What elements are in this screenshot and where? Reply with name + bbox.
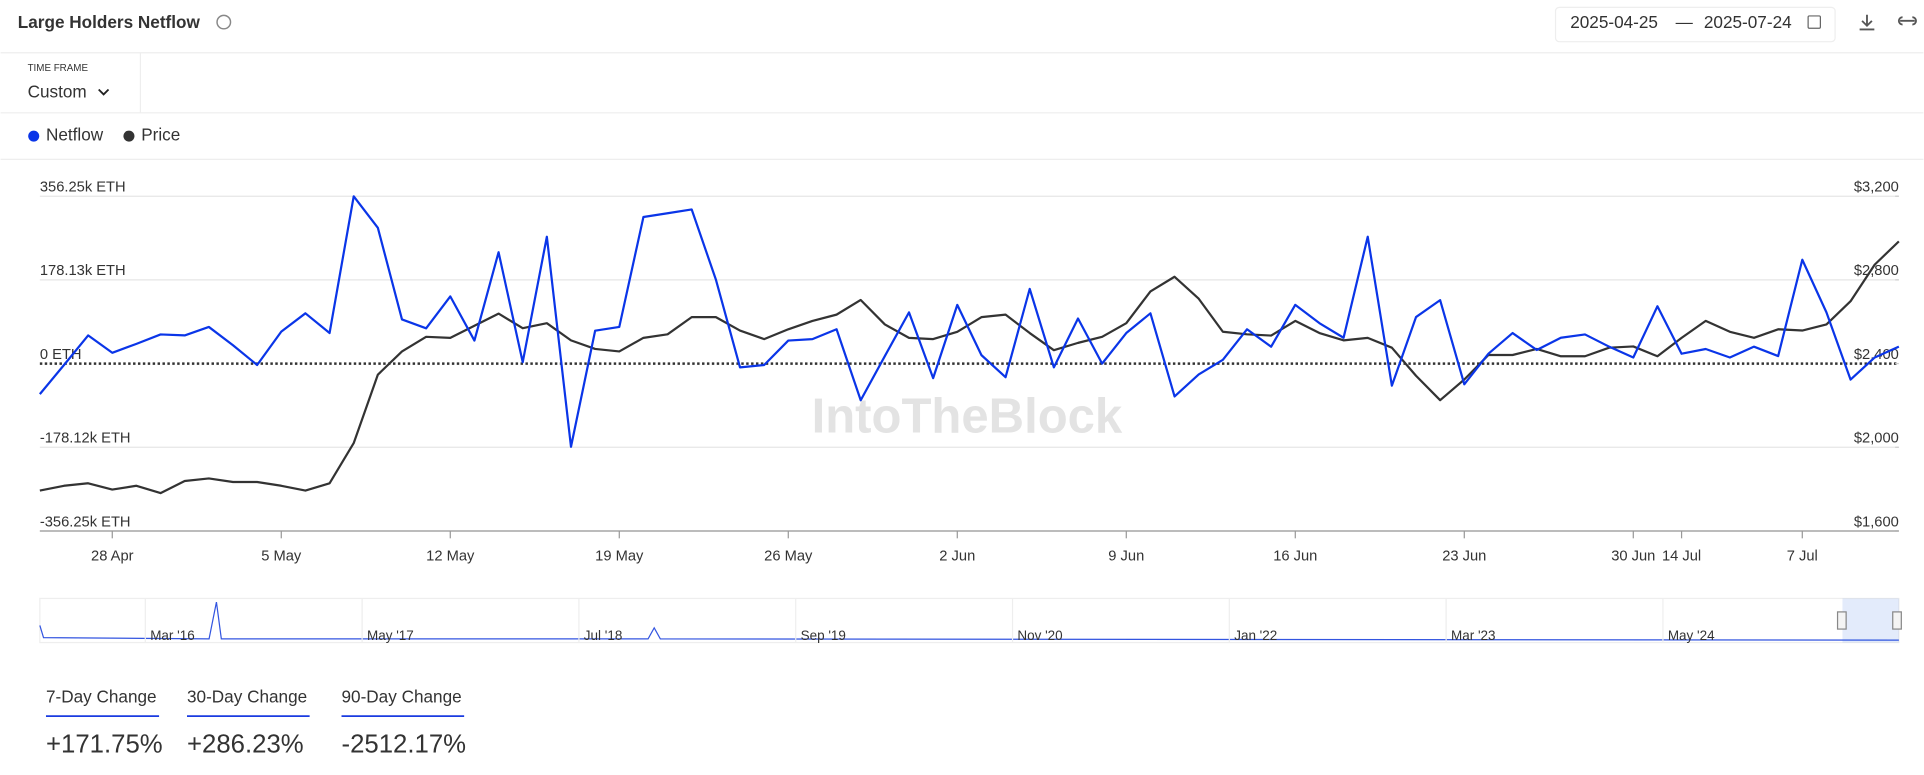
x-tick-label: 7 Jul <box>1787 549 1818 565</box>
navigator-label: Jan '22 <box>1234 628 1277 643</box>
x-tick-label: 14 Jul <box>1662 549 1701 565</box>
time-frame-value[interactable]: Custom <box>28 82 87 102</box>
y2-tick-label: $1,600 <box>1854 514 1899 530</box>
calendar-icon[interactable] <box>1807 15 1821 29</box>
title: Large Holders Netflow <box>18 12 201 32</box>
navigator-handle[interactable] <box>1892 611 1902 630</box>
change-label[interactable]: 30-Day Change <box>187 686 307 706</box>
x-tick-label: 28 Apr <box>91 549 134 565</box>
download-icon[interactable] <box>1859 14 1875 31</box>
y-tick-label: 178.13k ETH <box>40 263 126 279</box>
x-tick-label: 5 May <box>261 549 302 565</box>
navigator-label: May '24 <box>1668 628 1715 643</box>
series-line <box>38 195 1900 448</box>
navigator-line <box>39 601 1899 641</box>
date-range[interactable] <box>1554 6 1836 43</box>
navigator-handle[interactable] <box>1836 611 1847 630</box>
date-to: 2025-07-24 <box>1704 12 1792 32</box>
dropdown-icon[interactable] <box>98 88 110 96</box>
time-frame-label: TIME FRAME <box>28 63 89 74</box>
y2-tick-label: $3,200 <box>1854 180 1899 196</box>
x-tick-label: 30 Jun <box>1611 549 1655 565</box>
legend-marker[interactable] <box>123 130 135 142</box>
x-tick-label: 19 May <box>595 549 644 565</box>
y-tick-label: 356.25k ETH <box>40 180 126 196</box>
date-from: 2025-04-25 <box>1570 12 1658 32</box>
navigator-label: Sep '19 <box>801 628 846 643</box>
y2-tick-label: $2,800 <box>1854 263 1899 279</box>
change-label[interactable]: 7-Day Change <box>46 686 157 706</box>
navigator-label: Jul '18 <box>584 628 623 643</box>
x-tick-label: 26 May <box>764 549 813 565</box>
y-tick-label: -356.25k ETH <box>40 514 131 530</box>
series-line <box>39 240 1900 495</box>
x-tick-label: 12 May <box>426 549 475 565</box>
navigator-label: Mar '23 <box>1451 628 1496 643</box>
y2-tick-label: $2,000 <box>1854 431 1899 447</box>
navigator-selection[interactable] <box>1842 598 1899 643</box>
x-tick-label: 9 Jun <box>1108 549 1144 565</box>
change-value: +171.75% <box>46 730 163 758</box>
change-value: -2512.17% <box>342 730 467 758</box>
navigator-label: Mar '16 <box>150 628 195 643</box>
link-icon[interactable] <box>1897 16 1917 26</box>
change-label[interactable]: 90-Day Change <box>342 686 462 706</box>
legend-marker[interactable] <box>28 130 40 142</box>
navigator-label: May '17 <box>367 628 414 643</box>
help-icon[interactable] <box>216 14 232 30</box>
x-tick-label: 23 Jun <box>1442 549 1486 565</box>
legend-label[interactable]: Netflow <box>46 125 104 145</box>
navigator-label: Nov '20 <box>1017 628 1062 643</box>
navigator[interactable] <box>39 597 1900 644</box>
x-tick-label: 16 Jun <box>1273 549 1317 565</box>
x-tick-label: 2 Jun <box>939 549 975 565</box>
y-tick-label: 0 ETH <box>40 347 82 363</box>
y-tick-label: -178.12k ETH <box>40 431 131 447</box>
watermark: IntoTheBlock <box>812 389 1123 443</box>
legend-label[interactable]: Price <box>141 125 180 145</box>
date-separator: — <box>1676 12 1694 32</box>
change-value: +286.23% <box>187 730 304 758</box>
